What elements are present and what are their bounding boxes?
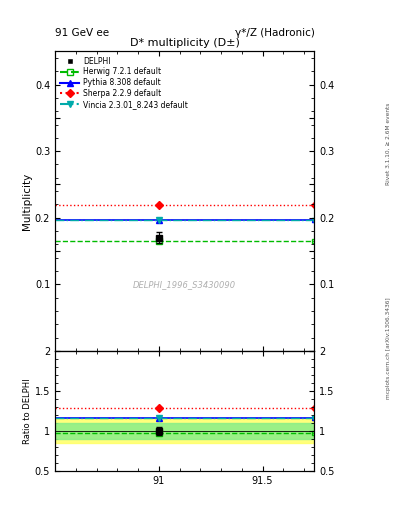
Text: mcplots.cern.ch [arXiv:1306.3436]: mcplots.cern.ch [arXiv:1306.3436]	[386, 297, 391, 399]
Text: 91 GeV ee: 91 GeV ee	[55, 28, 109, 38]
Y-axis label: Multiplicity: Multiplicity	[22, 173, 32, 230]
Y-axis label: Ratio to DELPHI: Ratio to DELPHI	[23, 378, 32, 444]
Text: Rivet 3.1.10, ≥ 2.6M events: Rivet 3.1.10, ≥ 2.6M events	[386, 102, 391, 184]
Text: DELPHI_1996_S3430090: DELPHI_1996_S3430090	[133, 281, 236, 290]
Title: D* multiplicity (D±): D* multiplicity (D±)	[130, 38, 240, 48]
Legend: DELPHI, Herwig 7.2.1 default, Pythia 8.308 default, Sherpa 2.2.9 default, Vincia: DELPHI, Herwig 7.2.1 default, Pythia 8.3…	[59, 55, 190, 111]
Text: γ*/Z (Hadronic): γ*/Z (Hadronic)	[235, 28, 314, 38]
